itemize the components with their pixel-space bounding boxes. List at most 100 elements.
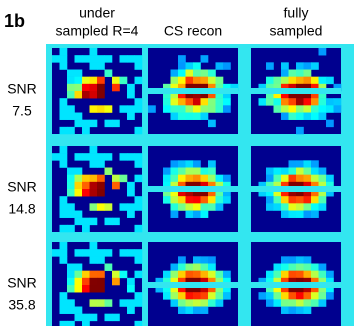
pixel bbox=[193, 113, 201, 120]
pixel bbox=[135, 225, 143, 232]
pixel bbox=[319, 196, 327, 203]
pixel bbox=[311, 299, 319, 306]
pixel bbox=[193, 77, 201, 84]
pixel bbox=[296, 105, 304, 112]
pixel bbox=[319, 264, 327, 271]
pixel bbox=[296, 196, 304, 203]
pixel bbox=[289, 256, 297, 263]
pixel bbox=[67, 175, 75, 182]
pixel bbox=[127, 307, 135, 314]
pixel bbox=[326, 77, 334, 84]
pixel bbox=[67, 264, 75, 271]
pixel bbox=[266, 292, 274, 299]
pixel bbox=[186, 299, 194, 306]
pixel bbox=[90, 299, 98, 306]
pixel bbox=[289, 292, 297, 299]
pixel bbox=[186, 70, 194, 77]
pixel bbox=[289, 98, 297, 105]
image-panel bbox=[148, 48, 238, 134]
pixel bbox=[281, 256, 289, 263]
pixel bbox=[178, 55, 186, 62]
pixel bbox=[67, 168, 75, 175]
pixel bbox=[120, 175, 128, 182]
pixel bbox=[135, 127, 143, 134]
pixel bbox=[90, 203, 98, 210]
pixel bbox=[97, 175, 105, 182]
pixel bbox=[289, 271, 297, 278]
pixel bbox=[201, 256, 209, 263]
pixel bbox=[296, 77, 304, 84]
pixel bbox=[208, 175, 216, 182]
pixel bbox=[326, 105, 334, 112]
pixel bbox=[274, 168, 282, 175]
pixel bbox=[171, 175, 179, 182]
pixel bbox=[281, 168, 289, 175]
pixel bbox=[127, 105, 135, 112]
pixel bbox=[60, 203, 68, 210]
pixel bbox=[304, 175, 312, 182]
pixel bbox=[75, 120, 83, 127]
pixel bbox=[208, 98, 216, 105]
pixel bbox=[60, 146, 68, 153]
pixel bbox=[259, 292, 267, 299]
row-label: 14.8 bbox=[8, 201, 35, 217]
pixel bbox=[186, 98, 194, 105]
pixel bbox=[319, 292, 327, 299]
pixel bbox=[178, 175, 186, 182]
pixel bbox=[60, 225, 68, 232]
pixel bbox=[311, 62, 319, 69]
pixel bbox=[67, 77, 75, 84]
pixel bbox=[201, 271, 209, 278]
pixel bbox=[67, 70, 75, 77]
pixel bbox=[289, 105, 297, 112]
pixel bbox=[266, 62, 274, 69]
pixel bbox=[105, 299, 113, 306]
pixel bbox=[60, 256, 68, 263]
pixel bbox=[223, 105, 231, 112]
pixel bbox=[304, 292, 312, 299]
pixel bbox=[52, 153, 60, 160]
pixel bbox=[178, 264, 186, 271]
pixel bbox=[67, 211, 75, 218]
pixel bbox=[178, 105, 186, 112]
pixel bbox=[281, 62, 289, 69]
pixel bbox=[223, 175, 231, 182]
pixel bbox=[178, 307, 186, 314]
pixel bbox=[178, 168, 186, 175]
pixel bbox=[75, 113, 83, 120]
pixel bbox=[82, 314, 90, 321]
pixel bbox=[216, 105, 224, 112]
pixel bbox=[67, 299, 75, 306]
pixel bbox=[281, 175, 289, 182]
pixel bbox=[311, 196, 319, 203]
pixel bbox=[289, 175, 297, 182]
pixel bbox=[296, 127, 304, 134]
pixel bbox=[311, 271, 319, 278]
pixel bbox=[82, 77, 90, 84]
pixel bbox=[311, 168, 319, 175]
pixel bbox=[75, 168, 83, 175]
pixel bbox=[319, 203, 327, 210]
pixel bbox=[120, 299, 128, 306]
pixel bbox=[135, 77, 143, 84]
pixel bbox=[90, 77, 98, 84]
pixel bbox=[193, 175, 201, 182]
pixel bbox=[296, 113, 304, 120]
pixel bbox=[178, 299, 186, 306]
pixel bbox=[171, 70, 179, 77]
pixel bbox=[112, 175, 120, 182]
pixel bbox=[216, 292, 224, 299]
pixel bbox=[97, 271, 105, 278]
pixel bbox=[216, 299, 224, 306]
pixel bbox=[67, 105, 75, 112]
pixel bbox=[90, 256, 98, 263]
pixel bbox=[193, 299, 201, 306]
pixel bbox=[60, 48, 68, 55]
pixel bbox=[90, 175, 98, 182]
pixel bbox=[326, 175, 334, 182]
pixel bbox=[178, 196, 186, 203]
pixel bbox=[296, 299, 304, 306]
pixel bbox=[60, 211, 68, 218]
pixel bbox=[193, 307, 201, 314]
pixel bbox=[127, 249, 135, 256]
